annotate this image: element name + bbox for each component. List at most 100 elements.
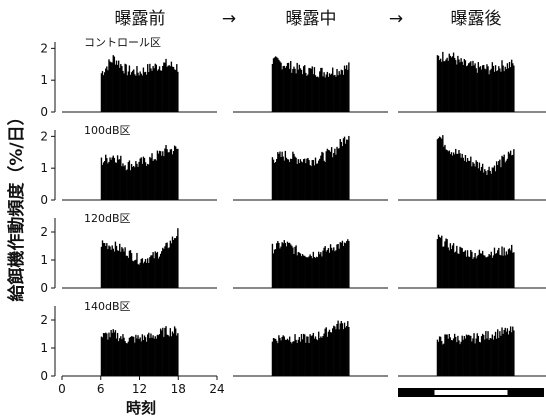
- bar: [295, 245, 297, 288]
- bar: [330, 332, 333, 376]
- bar: [137, 335, 139, 376]
- bar: [278, 242, 280, 288]
- bar: [301, 74, 304, 112]
- x-tick-label: 24: [209, 382, 224, 396]
- bar: [282, 156, 284, 200]
- bar: [492, 167, 495, 200]
- bar: [473, 65, 475, 112]
- bar: [147, 258, 149, 288]
- bar: [280, 246, 282, 288]
- bar: [297, 159, 299, 200]
- bar: [469, 335, 471, 376]
- bar: [471, 251, 473, 288]
- bar: [439, 58, 442, 112]
- bar: [101, 164, 104, 200]
- bar: [339, 323, 341, 376]
- bar: [311, 159, 313, 200]
- bar: [453, 333, 456, 376]
- bar: [304, 334, 306, 376]
- bar: [341, 146, 344, 200]
- bar: [134, 167, 136, 200]
- panel-0: 0 1 2 コントロール区: [40, 36, 546, 119]
- bar: [172, 333, 175, 376]
- bar: [461, 335, 463, 376]
- y-tick-label: 2: [40, 313, 48, 327]
- bar: [494, 65, 497, 112]
- bar: [466, 65, 469, 112]
- bar: [497, 329, 499, 376]
- bar: [485, 257, 487, 288]
- bar: [277, 241, 279, 288]
- bar: [166, 334, 168, 376]
- bar: [487, 256, 489, 288]
- bar: [128, 337, 131, 376]
- bar: [449, 337, 452, 376]
- bar: [127, 341, 130, 376]
- bar: [308, 343, 310, 376]
- bar: [325, 327, 327, 376]
- bar: [298, 337, 301, 376]
- bar: [144, 258, 147, 288]
- bar: [291, 72, 293, 112]
- bar: [484, 68, 486, 112]
- bar: [458, 340, 460, 376]
- bar: [505, 251, 508, 288]
- bar: [173, 238, 176, 288]
- bar: [126, 255, 128, 288]
- bar: [280, 62, 282, 112]
- y-tick-label: 1: [40, 341, 48, 355]
- bar: [276, 158, 278, 200]
- bar: [100, 246, 103, 288]
- bar: [285, 157, 288, 200]
- bar: [144, 337, 147, 376]
- bar: [462, 157, 464, 200]
- bar: [447, 338, 449, 376]
- bar: [295, 73, 297, 112]
- bar: [495, 338, 498, 376]
- bar: [337, 320, 339, 376]
- bar: [444, 144, 446, 200]
- bar: [312, 251, 315, 288]
- phase-header-after: 曝露後: [451, 9, 502, 29]
- bar: [154, 251, 156, 288]
- bar: [139, 158, 141, 200]
- bar: [341, 323, 344, 376]
- bar: [461, 248, 463, 288]
- bar: [444, 334, 446, 376]
- bar: [339, 74, 341, 112]
- y-tick-label: 2: [40, 41, 48, 55]
- bar: [148, 332, 150, 376]
- bar: [105, 154, 107, 200]
- bar: [439, 237, 442, 288]
- bar: [141, 334, 144, 376]
- bar: [103, 243, 106, 288]
- bar: [488, 166, 490, 200]
- bar: [281, 69, 283, 112]
- bar: [299, 68, 302, 112]
- bar: [272, 253, 275, 288]
- bar: [274, 249, 277, 288]
- bar: [121, 339, 123, 376]
- bar: [327, 331, 330, 376]
- bar: [504, 66, 506, 112]
- bar: [467, 256, 470, 288]
- bar: [282, 243, 284, 288]
- bar: [296, 62, 298, 112]
- bar: [272, 159, 275, 200]
- bar: [505, 69, 508, 112]
- bar: [507, 249, 510, 288]
- bar: [326, 71, 329, 112]
- bar: [284, 150, 287, 200]
- bar: [149, 156, 151, 200]
- bar: [283, 336, 285, 376]
- x-tick-label: 0: [58, 382, 66, 396]
- bar: [491, 334, 494, 376]
- bar: [149, 63, 151, 112]
- bar: [465, 334, 468, 376]
- bar: [318, 160, 320, 200]
- bar: [124, 165, 126, 200]
- bar: [441, 138, 443, 200]
- bar: [116, 64, 119, 112]
- y-axis-title: 給餌機作動頻度（%/日）: [6, 108, 27, 301]
- bar: [141, 258, 144, 288]
